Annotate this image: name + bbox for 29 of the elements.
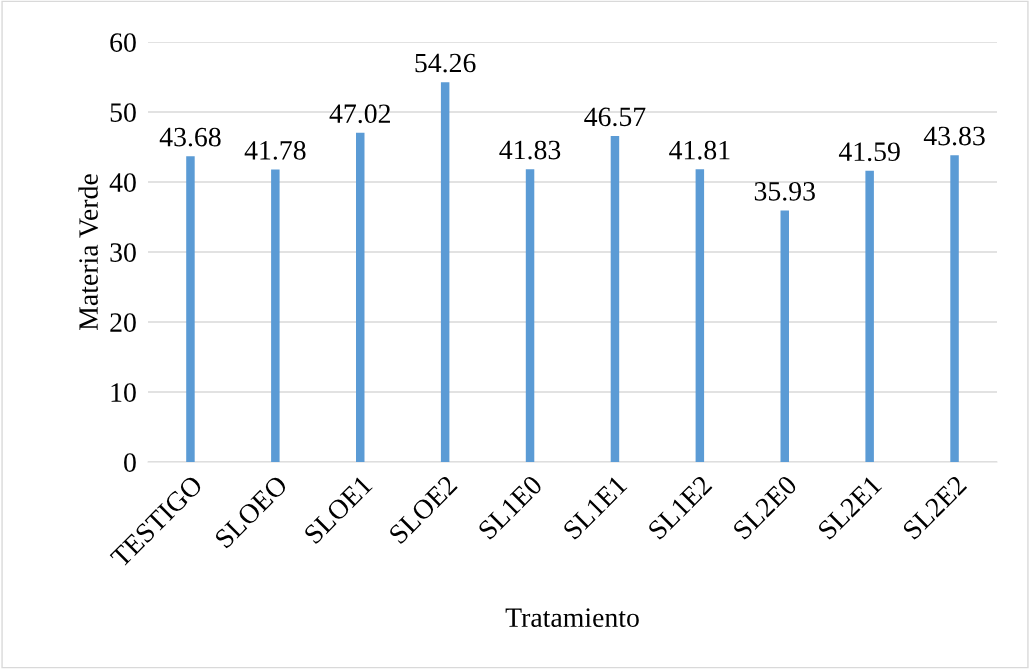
- y-tick-label: 10: [111, 383, 136, 402]
- data-label: 41.59: [838, 142, 900, 162]
- y-tick-label: 0: [124, 453, 136, 472]
- data-label: 35.93: [754, 182, 815, 201]
- bar: [780, 210, 789, 462]
- data-label: 46.57: [584, 107, 646, 127]
- y-axis-title: Materia Verde: [78, 174, 99, 330]
- bar: [865, 170, 874, 462]
- y-tick-label: 60: [110, 33, 136, 52]
- y-tick-label: 40: [109, 173, 136, 192]
- data-label: 43.83: [923, 126, 985, 146]
- data-label: 41.81: [669, 140, 730, 160]
- bar: [950, 155, 959, 462]
- data-label: 43.68: [159, 127, 221, 147]
- bar: [610, 136, 620, 462]
- y-tick-label: 20: [110, 313, 136, 332]
- bar: [440, 82, 450, 462]
- y-tick-label: 30: [110, 243, 136, 262]
- x-axis-title: Tratamiento: [505, 608, 639, 628]
- bar: [271, 169, 280, 462]
- bar: [186, 156, 195, 462]
- data-label: 41.78: [244, 140, 306, 160]
- data-label: 41.83: [499, 140, 561, 160]
- data-label: 54.26: [415, 53, 476, 73]
- bar: [525, 169, 535, 462]
- data-label: 47.02: [329, 104, 390, 124]
- y-tick-label: 50: [110, 103, 136, 122]
- bar: [356, 132, 365, 462]
- bar: [695, 169, 705, 462]
